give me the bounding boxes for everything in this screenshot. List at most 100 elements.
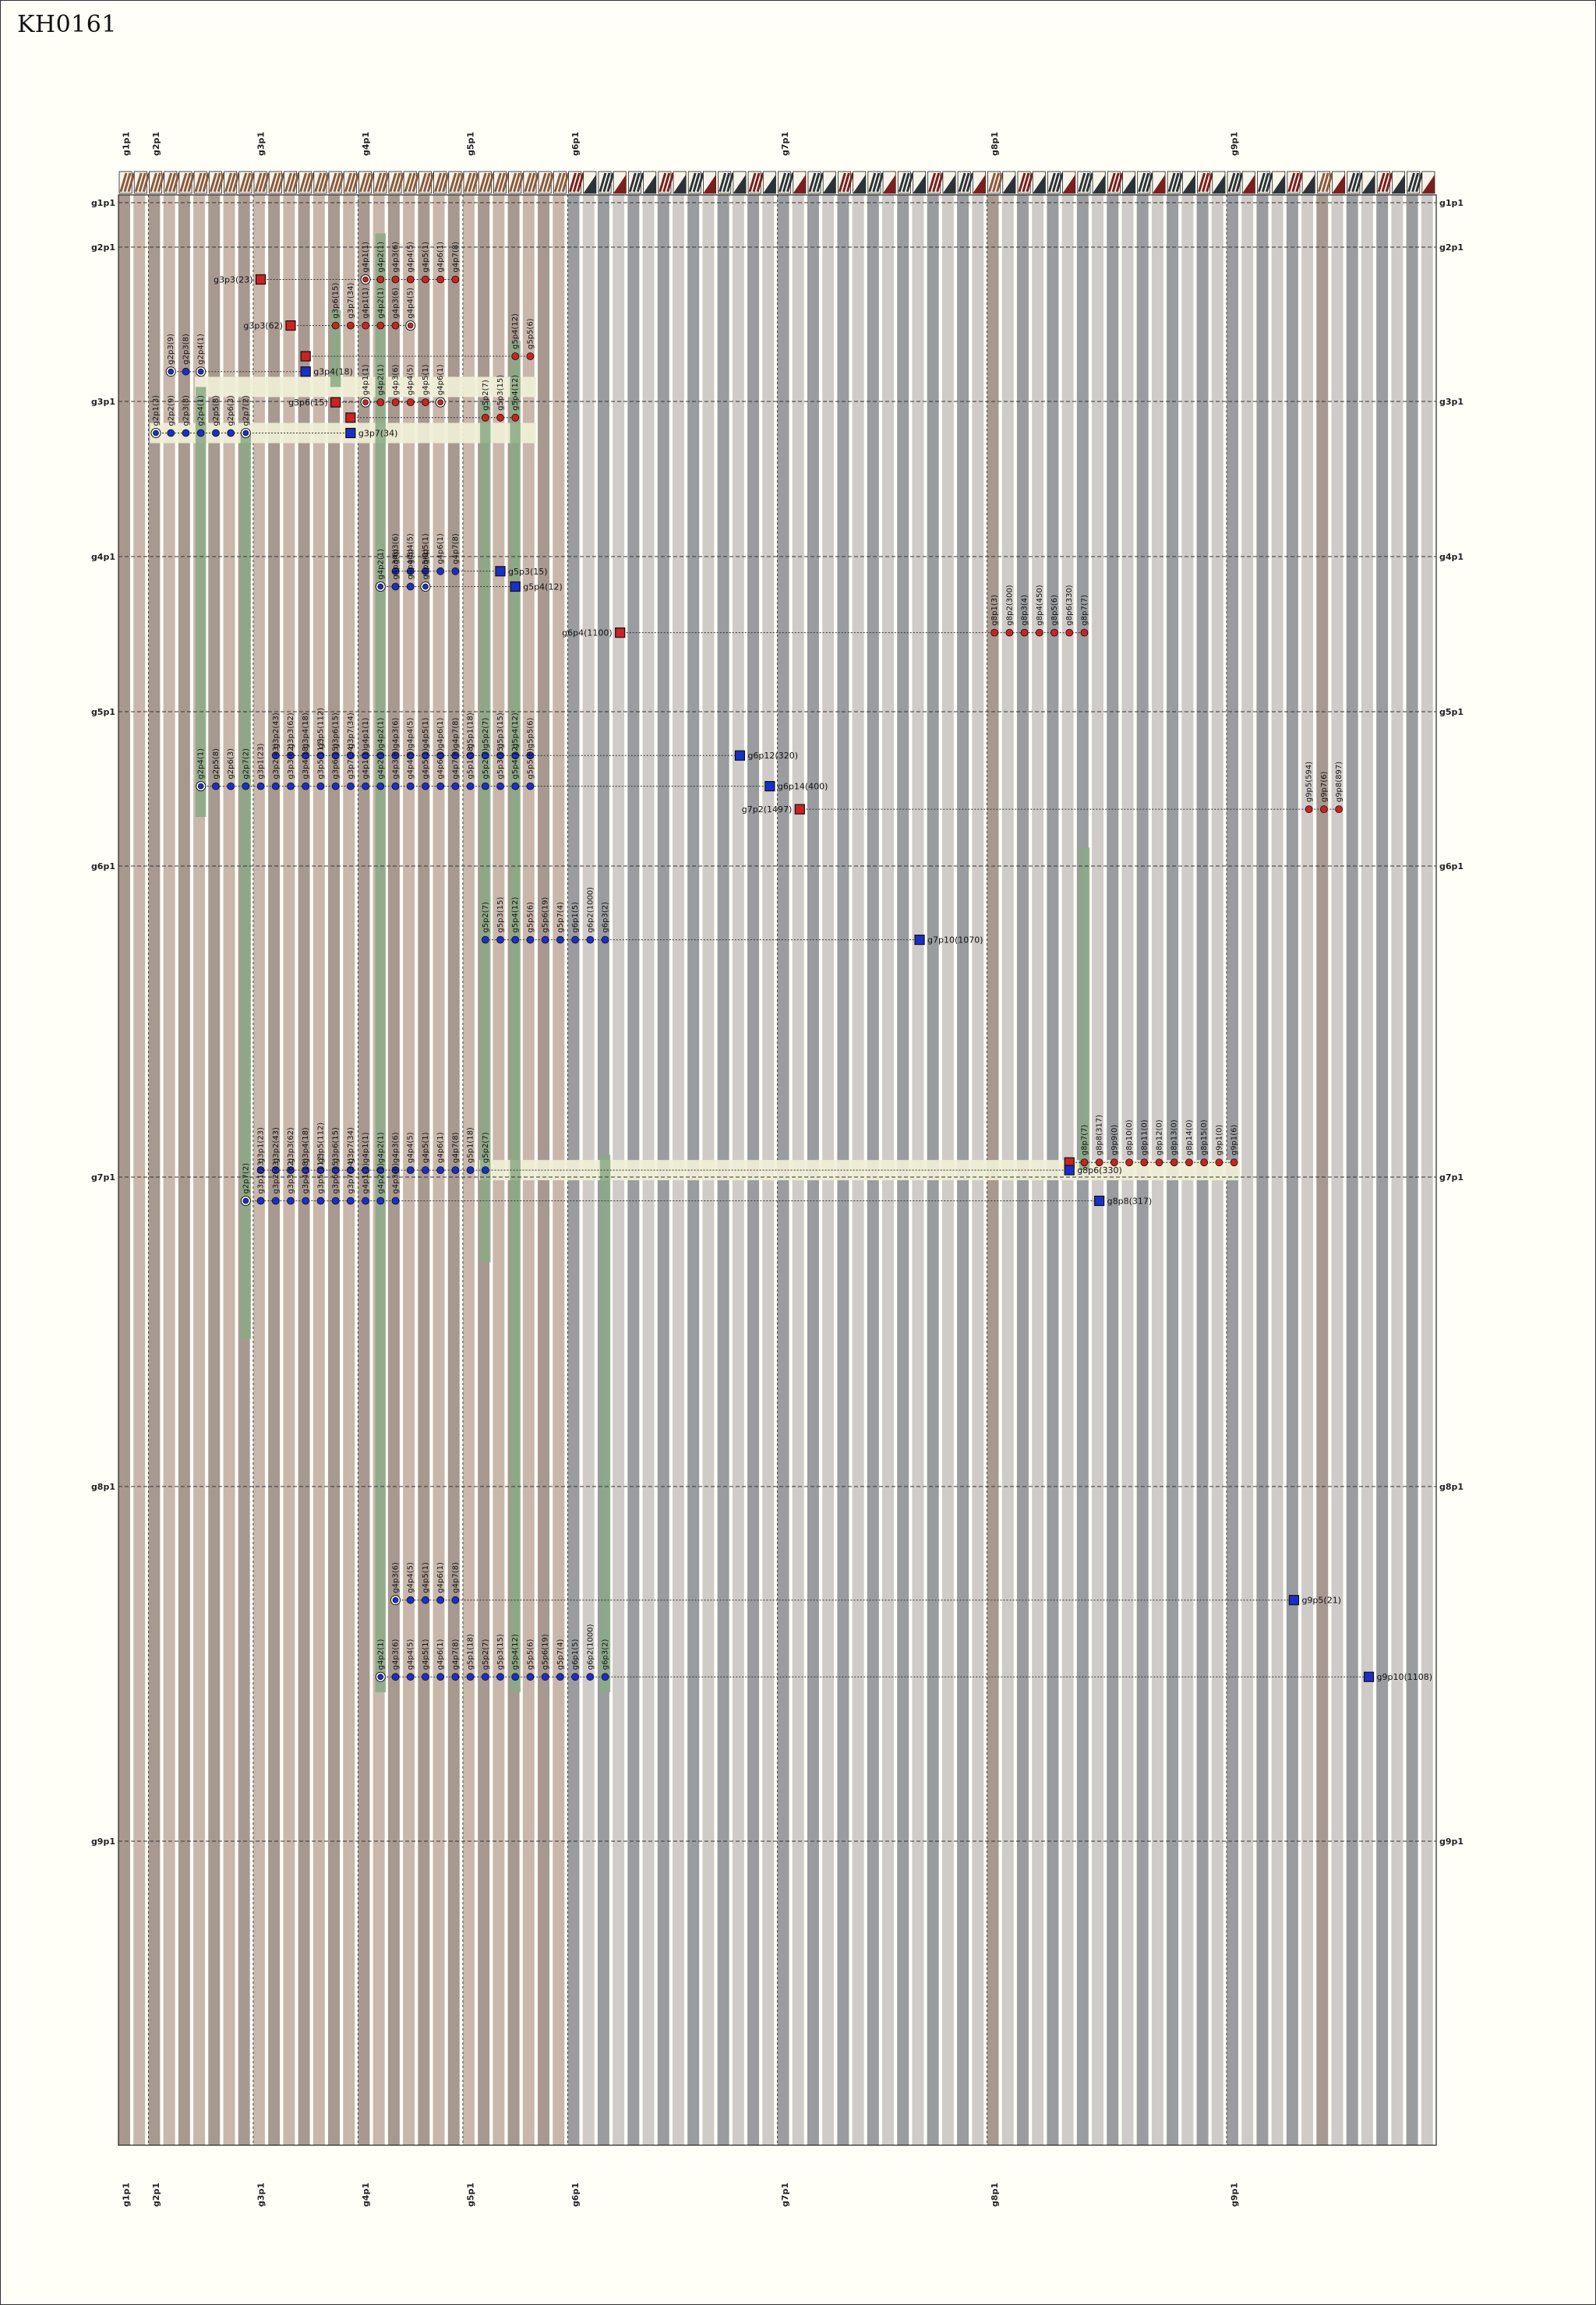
node-dot xyxy=(212,782,220,790)
node-label: g2p6(3) xyxy=(227,748,235,780)
node-dot xyxy=(391,582,400,591)
node-label: g4p2(1) xyxy=(376,718,385,749)
legend-tile-hatch xyxy=(142,172,150,193)
node-dot xyxy=(496,751,504,760)
node-label: g3p5(112) xyxy=(316,1153,325,1193)
legend-tile-hatch xyxy=(464,172,472,193)
node-dot xyxy=(287,1166,295,1174)
node-label: g8p6(330) xyxy=(1065,585,1074,625)
node-dot xyxy=(436,782,445,790)
node-label: g5p7(4) xyxy=(556,1639,565,1670)
node-dot xyxy=(227,429,235,437)
node-label: g2p4(1) xyxy=(197,748,206,780)
group-square xyxy=(345,412,356,423)
column-label-bottom: g4p1 xyxy=(361,2183,371,2207)
node-dot xyxy=(436,1596,445,1604)
row-label-right: g1p1 xyxy=(1439,198,1464,208)
legend-tile-hatch xyxy=(517,172,525,193)
node-group: g8p7(7) g8p8(317) g9p9(0) g8p10(0) g8p11(0) g… xyxy=(1064,1115,1239,1168)
node-label: g8p7(7) xyxy=(1080,595,1089,626)
group-square xyxy=(300,351,311,362)
node-dot xyxy=(556,935,564,944)
legend-tile-hatch xyxy=(988,172,996,193)
node-dot xyxy=(377,1674,384,1681)
node-label: g4p7(8) xyxy=(451,1562,460,1593)
node-label: g4p4(5) xyxy=(407,533,415,564)
legend-tile-hatch xyxy=(1377,172,1386,193)
node-group: g5p2(7) g5p3(15) g5p4(12) xyxy=(345,375,520,423)
legend-tile-hatch xyxy=(872,172,881,193)
node-dot xyxy=(182,367,190,376)
legend-tile-hatch xyxy=(134,172,143,193)
node-dot xyxy=(256,782,265,790)
node-dot xyxy=(376,782,385,790)
green-span xyxy=(480,402,491,1263)
node-label: g3p4(18) xyxy=(302,1127,310,1163)
legend-tile-hatch xyxy=(752,172,761,193)
node-label: g8p11(0) xyxy=(1140,1119,1149,1155)
node-label: g3p6(15) xyxy=(332,283,341,319)
legend-tile-hatch xyxy=(782,172,790,193)
node-dot xyxy=(287,751,295,760)
node-label: g4p6(1) xyxy=(436,1132,445,1163)
legend-tile-hatch xyxy=(153,172,161,193)
legend-tile-hatch xyxy=(202,172,210,193)
node-label: g2p7(2) xyxy=(242,748,250,780)
legend-tile-hatch xyxy=(497,172,506,193)
legend-tile-hatch xyxy=(438,172,446,193)
node-dot xyxy=(242,1197,249,1204)
legend-tile-wedge xyxy=(1421,175,1435,193)
row-label-left: g5p1 xyxy=(91,707,115,717)
node-label: g3p1(23) xyxy=(257,1127,266,1163)
group-square-label: g6p12(320) xyxy=(747,751,798,761)
legend-tile-hatch xyxy=(962,172,970,193)
group-square-label: g6p14(400) xyxy=(778,782,828,792)
node-label: g3p3(62) xyxy=(287,1127,295,1163)
row-label-right: g5p1 xyxy=(1439,707,1464,717)
legend-tile-hatch xyxy=(442,172,450,193)
column-stripe xyxy=(133,195,146,2145)
legend-tile-hatch xyxy=(434,172,442,193)
node-dot xyxy=(526,352,535,360)
legend-tile-hatch xyxy=(636,172,644,193)
legend-tile-wedge xyxy=(763,175,776,193)
node-dot xyxy=(481,1673,489,1681)
legend-tile-hatch xyxy=(168,172,177,193)
legend-tile-hatch xyxy=(1111,172,1120,193)
node-label: g3p7(34) xyxy=(347,712,355,748)
node-dot xyxy=(1035,628,1043,637)
legend-tile-hatch xyxy=(996,172,1004,193)
legend-tile-hatch xyxy=(928,172,937,193)
node-dot xyxy=(571,935,579,944)
node-dot xyxy=(496,1673,504,1681)
legend-tile-wedge xyxy=(1361,175,1375,193)
group-square xyxy=(495,566,506,577)
legend-tile-hatch xyxy=(314,172,323,193)
node-label: g4p2(1) xyxy=(376,748,385,780)
node-dot xyxy=(422,583,429,590)
node-dot xyxy=(511,782,520,790)
legend-tile-hatch xyxy=(936,172,945,193)
node-dot xyxy=(376,751,385,760)
node-dot xyxy=(391,275,400,284)
node-label: g4p5(1) xyxy=(422,549,430,580)
group-square xyxy=(510,581,521,592)
node-label: g9p8(897) xyxy=(1335,762,1344,802)
node-label: g5p2(7) xyxy=(482,902,490,933)
legend-tile-wedge xyxy=(823,175,836,193)
legend-tile-hatch xyxy=(318,172,327,193)
legend-tile-hatch xyxy=(291,172,300,193)
column-stripe xyxy=(223,195,235,2145)
node-dot xyxy=(1170,1158,1178,1167)
node-label: g4p1(1) xyxy=(362,242,370,273)
node-label: g3p2(43) xyxy=(272,1127,281,1163)
node-dot xyxy=(406,567,415,575)
node-label: g4p7(8) xyxy=(451,1132,460,1163)
group-square-label: g9p10(1108) xyxy=(1377,1672,1433,1682)
node-dot xyxy=(197,783,204,790)
node-dot xyxy=(302,1197,310,1205)
node-label: g2p3(8) xyxy=(182,395,190,426)
node-dot xyxy=(212,429,220,437)
column-stripe xyxy=(1241,195,1254,2145)
node-label: g4p4(5) xyxy=(407,1132,415,1163)
